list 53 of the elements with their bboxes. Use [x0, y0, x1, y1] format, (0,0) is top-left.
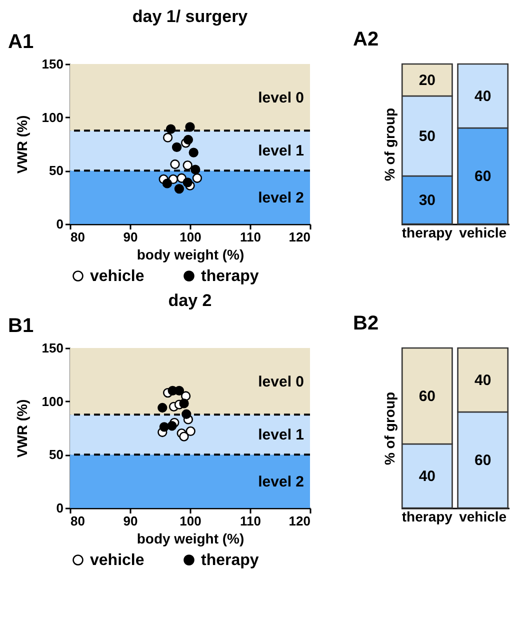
data-label: 60: [418, 388, 436, 405]
band-label: level 0: [258, 89, 304, 106]
data-label: 40: [418, 468, 436, 485]
data-label: 40: [474, 88, 492, 105]
y-tick-label: 100: [42, 110, 64, 125]
band-label: level 2: [258, 473, 304, 490]
y-axis-title: % of group: [382, 392, 398, 466]
x-tick-label: 80: [70, 230, 85, 244]
x-tick-label: 90: [123, 514, 138, 528]
data-label: 60: [474, 452, 492, 469]
x-tick-label: therapy: [402, 508, 453, 524]
x-tick-label: 90: [123, 230, 138, 244]
y-axis-title: % of group: [382, 108, 398, 182]
x-tick-label: vehicle: [459, 224, 507, 240]
x-tick-label: vehicle: [459, 508, 507, 524]
y-tick-label: 50: [49, 447, 64, 462]
x-tick-label: therapy: [402, 224, 453, 240]
band-label: level 1: [258, 142, 304, 160]
data-label: 40: [474, 372, 492, 389]
y-tick-label: 0: [56, 500, 64, 516]
y-tick-label: 50: [49, 163, 64, 178]
legend-label: therapy: [201, 268, 259, 285]
x-tick-label: 110: [240, 230, 261, 244]
y-axis-title: VWR (%): [14, 115, 30, 174]
x-tick-label: 110: [240, 514, 261, 528]
legend-label: vehicle: [90, 268, 144, 285]
legend-label: vehicle: [90, 552, 144, 569]
band-label: level 1: [258, 426, 304, 444]
y-tick-label: 0: [56, 216, 64, 232]
text: B1: [8, 315, 34, 337]
x-tick-label: 120: [288, 230, 310, 244]
y-axis-title: VWR (%): [14, 399, 30, 458]
x-axis-title: body weight (%): [136, 246, 244, 262]
band-label: level 0: [258, 373, 304, 390]
x-axis-title: body weight (%): [136, 530, 244, 546]
data-label: 50: [418, 128, 436, 145]
chart-title: B2: [353, 312, 379, 334]
data-label: 60: [474, 168, 492, 185]
x-tick-label: 100: [180, 230, 202, 244]
chart-title: day 1/ surgery: [132, 7, 248, 26]
band-label: level 2: [258, 189, 304, 206]
x-tick-label: 120: [288, 514, 310, 528]
y-tick-label: 150: [42, 56, 64, 72]
x-tick-label: 100: [180, 514, 202, 528]
y-tick-label: 100: [42, 394, 64, 409]
text: A1: [8, 31, 34, 53]
x-tick-label: 80: [70, 514, 85, 528]
chart-title: day 2: [168, 291, 212, 310]
chart-title: A2: [353, 28, 379, 50]
data-label: 20: [418, 72, 436, 89]
y-tick-label: 150: [42, 340, 64, 356]
legend-label: therapy: [201, 552, 259, 569]
data-label: 30: [418, 192, 436, 209]
